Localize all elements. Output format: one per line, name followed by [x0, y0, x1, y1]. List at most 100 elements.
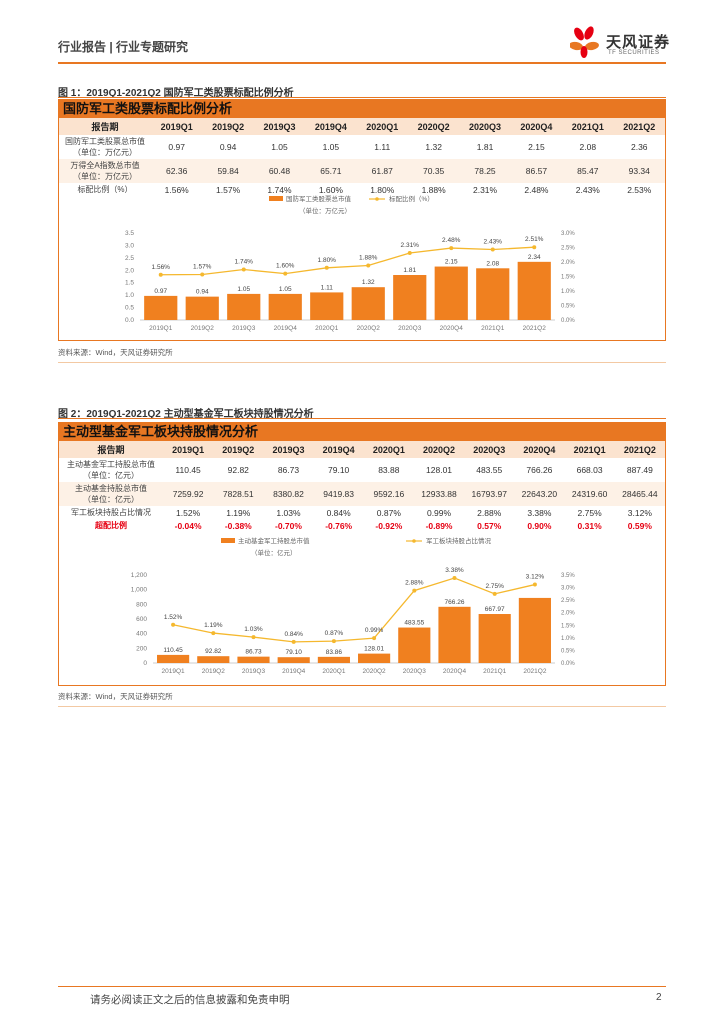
row-label: 主动基金军工持股总市值 （单位：亿元）	[59, 458, 163, 482]
ratio-value-label: 0.87%	[325, 630, 344, 637]
table-cell: 2.53%	[627, 184, 652, 195]
figure1-caption-divider	[58, 97, 666, 98]
y-axis-left-tick: 200	[136, 645, 147, 652]
bar-2021Q2	[518, 597, 551, 663]
bar-value-label: 110.45	[163, 647, 183, 654]
legend-bar-swatch	[269, 196, 283, 201]
ratio-value-label: 1.19%	[204, 622, 223, 629]
ratio-value-label: 2.88%	[405, 580, 424, 587]
ratio-point-2019Q4	[291, 639, 296, 644]
figure1-panel: 国防军工类股票标配比例分析 报告期 2019Q1 2019Q2 2019Q3 2019Q…	[58, 99, 666, 341]
x-axis-tick: 2020Q3	[398, 325, 422, 332]
table-cell: 92.82	[227, 465, 249, 475]
ratio-value-label: 1.74%	[235, 259, 254, 266]
ratio-value-label: 3.12%	[526, 574, 545, 581]
page-number: 2	[656, 992, 662, 1003]
table-cell: 86.73	[277, 465, 300, 475]
row-label-text: 主动基金军工持股总市值	[67, 460, 155, 469]
figure2-source: 资料来源：Wind，天风证券研究所	[58, 692, 173, 701]
table-header-cell: 2019Q1	[163, 441, 214, 458]
x-axis-tick: 2019Q3	[232, 325, 256, 332]
y-axis-left-tick: 0.0	[125, 317, 134, 324]
table-cell: 887.49	[626, 465, 653, 475]
legend-bar-swatch	[221, 538, 235, 543]
table-header-cell: 2020Q1	[356, 118, 408, 135]
logo-subtext: TF SECURITIES	[608, 50, 660, 56]
figure2-panel: 主动型基金军工板块持股情况分析 报告期 2019Q1 2019Q2 2019Q3 201…	[58, 422, 666, 686]
header-divider	[58, 62, 666, 64]
y-axis-right-tick: 2.5%	[561, 598, 575, 604]
table-cell: 2.36	[630, 142, 648, 152]
row-label-text: 国防军工类股票总市值	[65, 137, 145, 146]
table-cell: 1.74%	[267, 184, 292, 195]
y-axis-left-tick: 600	[136, 616, 147, 623]
table-row: 标配比例（%） 1.56% 1.57% 1.74% 1.60% 1.80% 1.88% 2.3…	[59, 183, 665, 196]
table-header-cell: 2021Q1	[564, 441, 615, 458]
bar-value-label: 1.32	[362, 279, 375, 286]
ratio-point-2019Q1	[171, 622, 176, 627]
y-axis-left-tick: 800	[136, 601, 147, 608]
ratio-line	[160, 246, 535, 276]
table-cell: 2.08	[579, 142, 597, 152]
y-axis-right-tick: 0.5%	[561, 648, 575, 654]
table-cell: 9592.16	[363, 482, 414, 506]
ratio-point-2021Q1	[492, 591, 497, 596]
x-axis-tick: 2020Q2	[357, 325, 381, 332]
table-cell: 0.59%	[627, 520, 652, 531]
ratio-value-label: 2.43%	[484, 239, 503, 246]
row-label: 万得全A指数总市值 （单位：万亿元）	[59, 159, 151, 183]
table-header-cell: 2021Q1	[562, 118, 614, 135]
x-axis-tick: 2020Q2	[363, 668, 387, 675]
report-header: 行业报告 | 行业专题研究	[58, 40, 189, 54]
table-cell: 1.19%	[226, 507, 251, 518]
x-axis-tick: 2020Q3	[403, 668, 427, 675]
figure1-table-title: 国防军工类股票标配比例分析	[59, 100, 665, 118]
bar-2021Q2	[517, 261, 551, 320]
bar-2019Q3	[237, 656, 270, 663]
table-cell: 1.11	[374, 142, 391, 152]
y-axis-left-tick: 1.5	[125, 280, 134, 287]
chart-unit-note: （单位：万亿元）	[299, 206, 351, 215]
figure1-bottom-divider	[58, 362, 666, 363]
table-header-cell: 2019Q4	[313, 441, 364, 458]
table-cell: 2.15	[528, 142, 545, 152]
table-cell: 2.48%	[524, 184, 549, 195]
row-label: 超配比例	[59, 519, 163, 532]
table-cell: 1.32	[425, 142, 442, 152]
y-axis-left-tick: 1,200	[131, 572, 148, 579]
table-cell: 1.88%	[421, 184, 446, 195]
ratio-point-2021Q2	[532, 245, 537, 250]
table-cell: 1.52%	[176, 507, 201, 518]
bar-value-label: 2.08	[486, 260, 499, 267]
y-axis-right-tick: 1.5%	[561, 275, 575, 281]
figure2-bottom-divider	[58, 706, 666, 707]
y-axis-right-tick: 0.5%	[561, 304, 575, 310]
ratio-point-2020Q1	[331, 639, 336, 644]
table-cell: -0.76%	[325, 520, 353, 531]
x-axis-tick: 2021Q2	[523, 668, 547, 675]
table-header-cell: 2020Q4	[510, 118, 563, 135]
figure1-caption: 图 1：2019Q1-2021Q2 国防军工类股票标配比例分析	[58, 88, 294, 99]
x-axis-tick: 2020Q4	[440, 325, 464, 332]
table-cell: 3.38%	[527, 507, 552, 518]
table-cell: 8380.82	[263, 482, 314, 506]
ratio-value-label: 1.60%	[276, 263, 295, 270]
table-cell: 16793.97	[464, 482, 515, 506]
table-row: 主动基金军工持股总市值 （单位：亿元） 110.45 92.82 86.73 79.10 8…	[59, 458, 665, 482]
footer-divider	[58, 986, 666, 987]
y-axis-left-tick: 1.0	[125, 292, 134, 299]
table-cell: 62.36	[151, 159, 203, 183]
y-axis-right-tick: 1.0%	[561, 636, 575, 642]
table-cell: 1.05	[271, 142, 288, 152]
table-cell: -0.04%	[174, 520, 202, 531]
bar-2019Q2	[185, 296, 219, 320]
bar-2020Q4	[438, 606, 471, 663]
bar-2019Q1	[157, 654, 190, 663]
table-cell: 61.87	[356, 159, 408, 183]
legend-line-label: 标配比例（%）	[389, 194, 434, 203]
bar-value-label: 1.11	[321, 284, 334, 291]
y-axis-left-tick: 2.0	[125, 267, 134, 274]
bar-value-label: 2.15	[445, 259, 458, 266]
table-cell: 483.55	[476, 465, 503, 475]
table-header-cell: 2019Q2	[213, 441, 264, 458]
